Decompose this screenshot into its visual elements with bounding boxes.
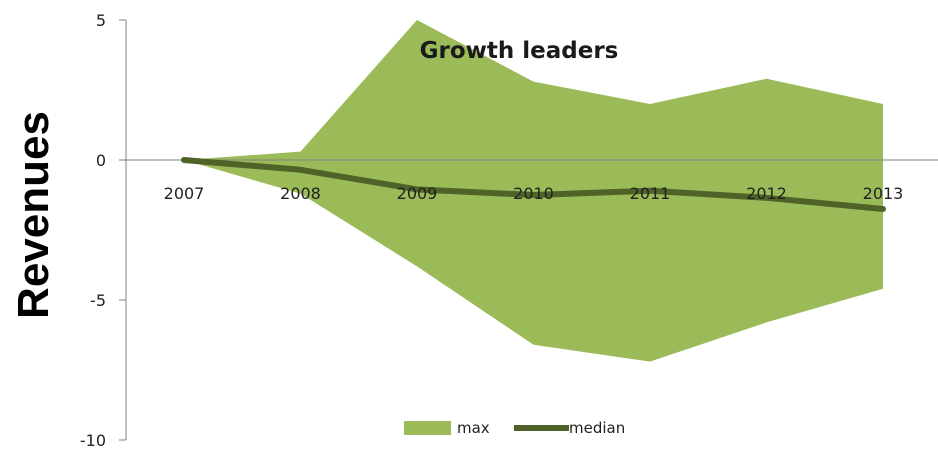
legend-median-label: median <box>569 419 625 437</box>
chart-title: Growth leaders <box>420 38 619 64</box>
y-tick-label: 0 <box>96 151 106 170</box>
x-tick-label: 2011 <box>630 184 671 203</box>
y-tick-label: -5 <box>90 291 106 310</box>
y-tick-label: -10 <box>80 431 106 450</box>
axes <box>119 19 938 441</box>
x-tick-label: 2012 <box>746 184 787 203</box>
x-tick-labels: 2007 2008 2009 2010 2011 2012 2013 <box>164 184 904 203</box>
x-tick-label: 2013 <box>863 184 904 203</box>
legend-max-swatch <box>404 421 451 435</box>
median-layer <box>181 157 886 212</box>
legend: max median <box>404 419 625 437</box>
x-tick-label: 2008 <box>280 184 321 203</box>
y-tick-label: 5 <box>96 11 106 30</box>
legend-max-label: max <box>457 419 490 437</box>
area-band-layer <box>184 20 883 362</box>
x-tick-label: 2010 <box>513 184 554 203</box>
x-tick-label: 2009 <box>397 184 438 203</box>
y-axis-title: Revenues <box>9 111 58 319</box>
max-area <box>184 20 883 362</box>
median-line <box>181 157 886 212</box>
x-tick-label: 2007 <box>164 184 205 203</box>
y-tick-labels: 5 0 -5 -10 <box>80 11 106 450</box>
